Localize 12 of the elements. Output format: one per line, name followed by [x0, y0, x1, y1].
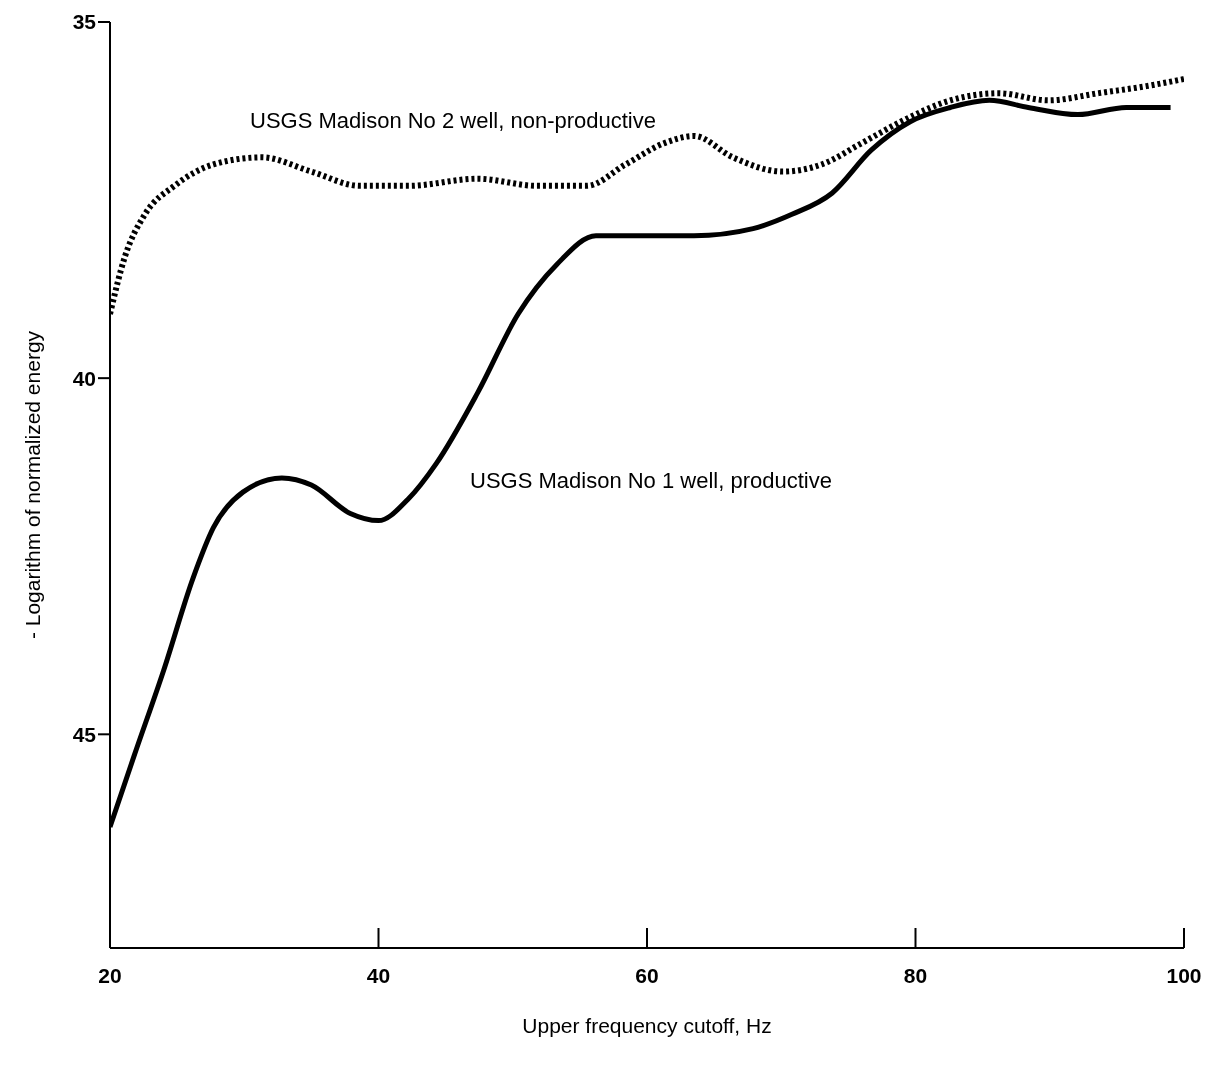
annotation: USGS Madison No 2 well, non-productive — [250, 108, 656, 134]
x-tick-label: 100 — [1166, 963, 1202, 987]
y-axis-title: - Logarithm of normalized energy — [21, 330, 45, 640]
x-axis-title: Upper frequency cutoff, Hz — [522, 1014, 772, 1037]
x-tick-label: 20 — [98, 963, 122, 987]
y-tick-label: 35 — [72, 10, 97, 34]
y-tick-label: 45 — [72, 722, 97, 746]
annotation: USGS Madison No 1 well, productive — [470, 468, 832, 494]
x-tick-label: 80 — [903, 963, 928, 987]
y-tick-label: 40 — [72, 366, 96, 390]
x-tick-label: 40 — [366, 963, 391, 987]
x-tick-label: 60 — [635, 963, 659, 987]
